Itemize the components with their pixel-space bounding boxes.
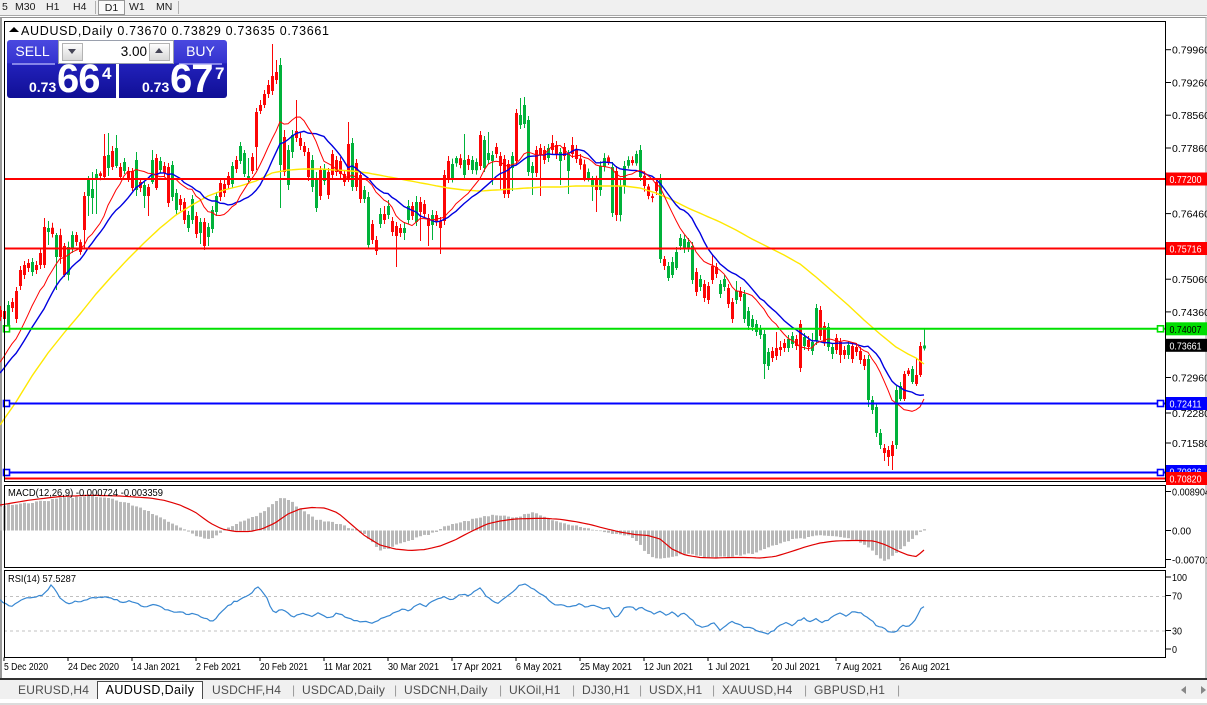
- svg-text:0.73661: 0.73661: [1170, 340, 1202, 352]
- svg-text:AUDUSD,Daily 0.73670 0.73829: AUDUSD,Daily 0.73670 0.73829 0.73635 0.7…: [21, 24, 329, 38]
- svg-text:0.76460: 0.76460: [1172, 209, 1207, 221]
- svg-text:24 Dec 2020: 24 Dec 2020: [68, 662, 119, 673]
- svg-text:0.008904: 0.008904: [1172, 487, 1207, 499]
- svg-text:0.71580: 0.71580: [1172, 438, 1207, 450]
- svg-text:14 Jan 2021: 14 Jan 2021: [132, 662, 180, 673]
- svg-text:0.72280: 0.72280: [1172, 408, 1207, 420]
- svg-text:20 Jul 2021: 20 Jul 2021: [772, 662, 820, 673]
- svg-text:12 Jun 2021: 12 Jun 2021: [644, 662, 693, 673]
- svg-text:0: 0: [1172, 644, 1177, 656]
- svg-text:RSI(14) 57.5287: RSI(14) 57.5287: [8, 573, 76, 585]
- svg-text:1 Jul 2021: 1 Jul 2021: [708, 662, 750, 673]
- svg-text:0.72411: 0.72411: [1170, 399, 1202, 411]
- svg-text:11 Mar 2021: 11 Mar 2021: [324, 662, 372, 673]
- svg-text:MACD(12,26,9) -0.000724 -0.003: MACD(12,26,9) -0.000724 -0.003359: [8, 487, 163, 499]
- svg-text:0.75716: 0.75716: [1170, 244, 1202, 256]
- svg-text:0.70820: 0.70820: [1170, 474, 1202, 486]
- svg-text:26 Aug 2021: 26 Aug 2021: [900, 662, 950, 673]
- svg-text:30: 30: [1172, 626, 1182, 638]
- svg-text:0.72960: 0.72960: [1172, 373, 1207, 385]
- svg-text:2 Feb 2021: 2 Feb 2021: [196, 662, 241, 673]
- svg-text:0.79960: 0.79960: [1172, 45, 1207, 57]
- svg-text:30 Mar 2021: 30 Mar 2021: [388, 662, 439, 673]
- svg-text:100: 100: [1172, 572, 1187, 584]
- svg-text:17 Apr 2021: 17 Apr 2021: [452, 662, 502, 673]
- svg-text:5 Dec 2020: 5 Dec 2020: [4, 662, 48, 673]
- svg-text:0.78560: 0.78560: [1172, 110, 1207, 122]
- svg-text:-0.007011: -0.007011: [1172, 555, 1207, 567]
- svg-text:20 Feb 2021: 20 Feb 2021: [260, 662, 308, 673]
- svg-text:0.79260: 0.79260: [1172, 78, 1207, 90]
- svg-text:0.00: 0.00: [1172, 526, 1191, 538]
- svg-text:25 May 2021: 25 May 2021: [580, 662, 632, 673]
- svg-text:0.77200: 0.77200: [1170, 174, 1202, 186]
- svg-text:70: 70: [1172, 591, 1182, 603]
- svg-text:0.74007: 0.74007: [1170, 324, 1202, 336]
- svg-text:7 Aug 2021: 7 Aug 2021: [836, 662, 882, 673]
- svg-text:0.77860: 0.77860: [1172, 143, 1207, 155]
- svg-text:0.75060: 0.75060: [1172, 274, 1207, 286]
- svg-text:6 May 2021: 6 May 2021: [516, 662, 562, 673]
- svg-text:0.74360: 0.74360: [1172, 307, 1207, 319]
